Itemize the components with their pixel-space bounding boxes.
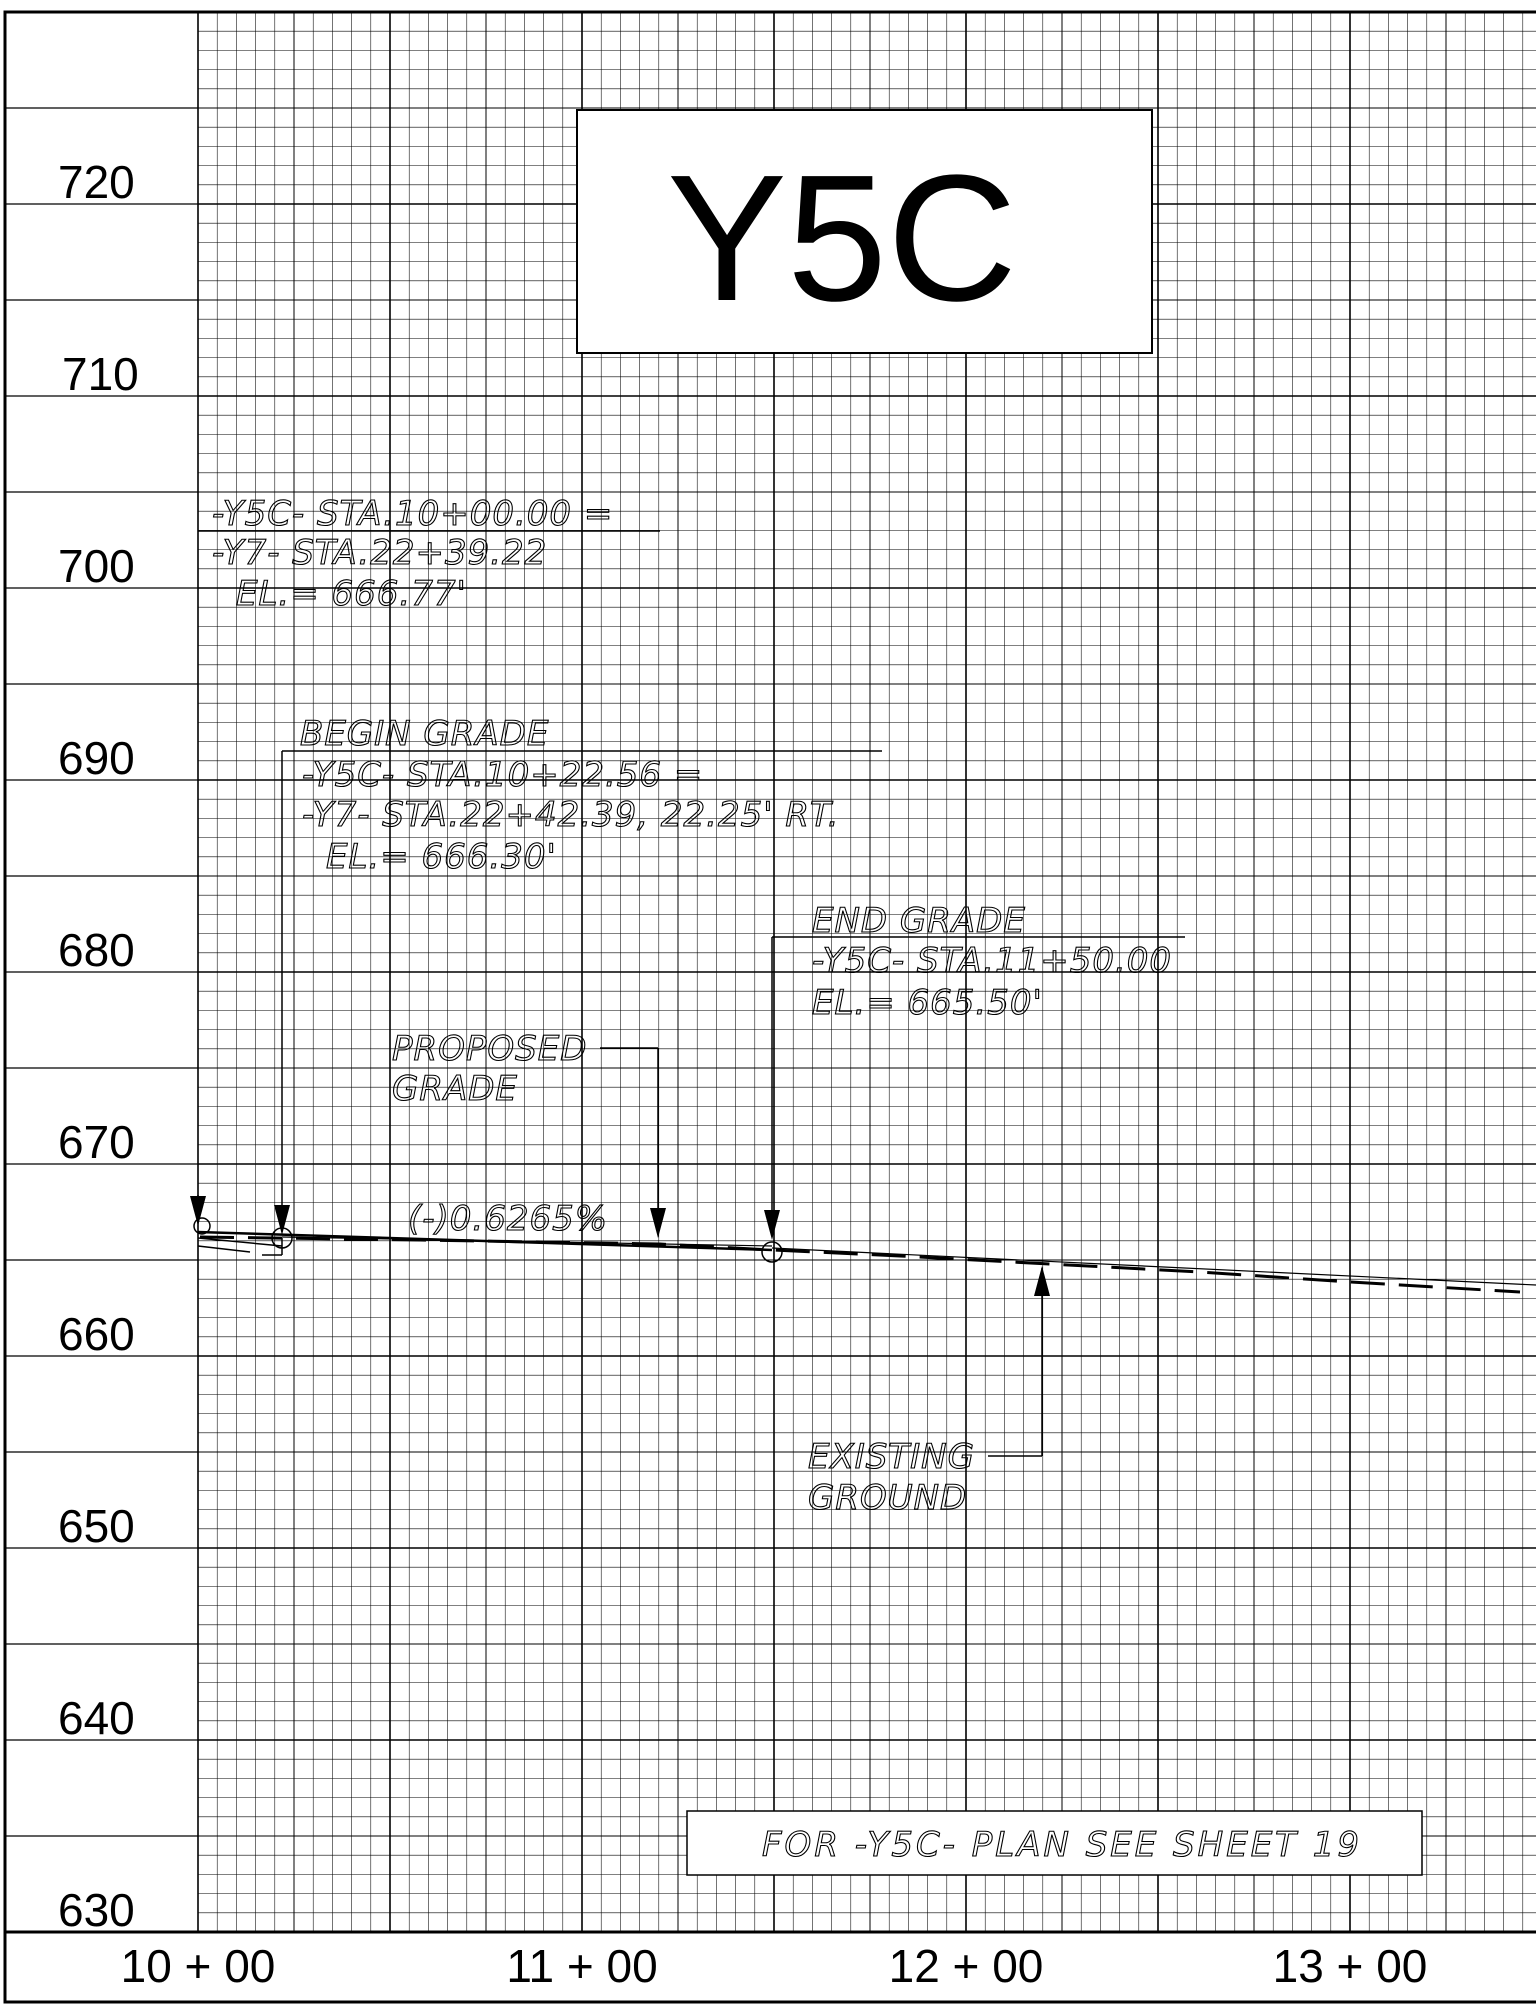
begin-grade-line-3: -Y7- STA.22+42.39, 22.25' RT. [302, 795, 840, 835]
elevation-label-660: 660 [58, 1308, 135, 1360]
profile-grid [197, 11, 1536, 1933]
elevation-label-640: 640 [58, 1692, 135, 1744]
tie-in-note: -Y5C- STA.10+00.00 = -Y7- STA.22+39.22 E… [198, 493, 660, 615]
grade-percent-label: (-)0.6265% [408, 1199, 608, 1239]
begin-grade-arrowhead [274, 1205, 290, 1235]
begin-offset-segment-2 [197, 1245, 251, 1253]
end-grade-point [761, 1241, 783, 1263]
end-grade-note: END GRADE -Y5C- STA.11+50.00 EL.= 665.50… [764, 900, 1185, 1240]
end-grade-line-1: END GRADE [812, 901, 1026, 941]
begin-grade-line-1: BEGIN GRADE [300, 714, 549, 754]
existing-ground-line-2: GROUND [808, 1478, 967, 1518]
elevation-label-690: 690 [58, 732, 135, 784]
proposed-grade-arrowhead [650, 1208, 666, 1238]
proposed-grade-note: PROPOSED GRADE [391, 1028, 666, 1238]
end-grade-arrowhead [764, 1210, 780, 1240]
plan-reference-note: FOR -Y5C- PLAN SEE SHEET 19 [762, 1825, 1362, 1865]
existing-ground-line-1: EXISTING [808, 1437, 975, 1477]
existing-ground-upper [771, 1247, 1536, 1286]
elevation-label-710: 710 [62, 348, 139, 400]
start-arrowhead [190, 1196, 206, 1226]
elevation-label-700: 700 [58, 540, 135, 592]
station-label-12: 12 + 00 [889, 1940, 1044, 1992]
existing-ground-note: EXISTING GROUND [807, 1266, 1050, 1519]
elevation-label-720: 720 [58, 156, 135, 208]
elevation-label-630: 630 [58, 1884, 135, 1936]
proposed-grade-line-1: PROPOSED [392, 1029, 587, 1069]
elevation-label-680: 680 [58, 924, 135, 976]
sheet-border [3, 10, 1536, 2004]
tie-in-point [193, 1217, 211, 1235]
begin-grade-line-4: EL.= 666.30' [326, 837, 557, 877]
station-label-13: 13 + 00 [1273, 1940, 1428, 1992]
begin-grade-note: BEGIN GRADE -Y5C- STA.10+22.56 = -Y7- ST… [274, 713, 882, 1235]
station-label-10: 10 + 00 [121, 1940, 276, 1992]
proposed-grade-line-2: GRADE [392, 1069, 518, 1109]
existing-ground-arrowhead [1034, 1266, 1050, 1296]
tie-in-line-2: -Y7- STA.22+39.22 [212, 533, 547, 573]
station-label-11: 11 + 00 [506, 1940, 657, 1992]
title-box [576, 109, 1153, 354]
elevation-label-650: 650 [58, 1500, 135, 1552]
sheet-title: Y5C [667, 138, 1017, 339]
tie-in-line-1: -Y5C- STA.10+00.00 = [212, 494, 613, 534]
begin-grade-line-2: -Y5C- STA.10+22.56 = [302, 755, 703, 795]
tie-in-line-3: EL.= 666.77' [236, 574, 467, 614]
end-grade-line-3: EL.= 665.50' [812, 983, 1043, 1023]
elevation-label-670: 670 [58, 1116, 135, 1168]
begin-offset-segment [197, 1237, 283, 1247]
existing-ground-profile [199, 1235, 1521, 1294]
plan-reference-box [686, 1810, 1423, 1876]
end-grade-line-2: -Y5C- STA.11+50.00 [812, 941, 1172, 981]
